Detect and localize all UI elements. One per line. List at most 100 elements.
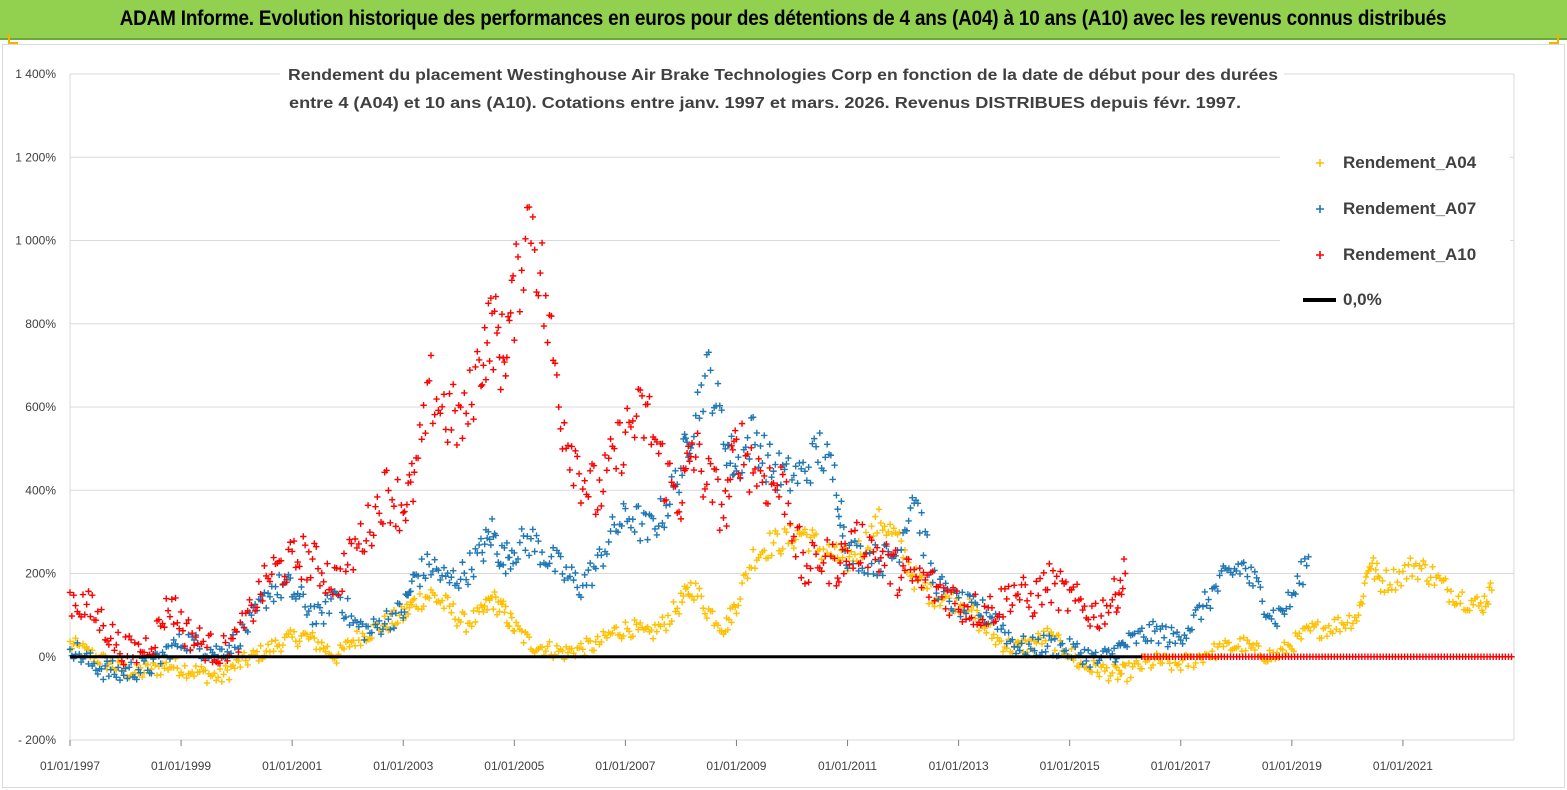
data-point xyxy=(1044,643,1051,650)
data-point xyxy=(1314,618,1321,626)
data-point xyxy=(257,591,264,598)
data-point xyxy=(127,659,135,666)
data-point xyxy=(174,643,181,650)
data-point xyxy=(1397,582,1405,589)
data-point xyxy=(89,592,96,599)
data-point xyxy=(562,643,570,651)
data-point xyxy=(1360,593,1367,600)
data-point xyxy=(705,455,712,462)
data-point xyxy=(870,548,877,556)
data-point xyxy=(296,563,303,570)
data-point xyxy=(1027,645,1035,653)
data-point xyxy=(668,473,675,481)
data-point xyxy=(873,572,881,579)
data-point xyxy=(211,669,218,677)
data-point xyxy=(809,440,816,447)
data-point xyxy=(400,614,407,622)
data-point xyxy=(811,435,818,442)
data-point xyxy=(729,471,736,479)
data-point xyxy=(1003,595,1010,603)
data-point xyxy=(1487,579,1494,587)
data-point xyxy=(281,573,288,580)
data-point xyxy=(1051,647,1059,654)
data-point xyxy=(770,479,777,487)
data-point xyxy=(1421,561,1429,569)
data-point xyxy=(587,637,594,645)
data-point xyxy=(1073,640,1081,647)
data-point xyxy=(559,647,566,655)
banner-corner-left xyxy=(8,34,18,44)
data-point xyxy=(1347,625,1355,632)
data-point xyxy=(468,623,475,630)
data-point xyxy=(651,525,659,533)
data-point xyxy=(518,525,525,533)
data-point xyxy=(1455,593,1462,600)
data-point xyxy=(990,631,997,638)
data-point xyxy=(538,548,546,556)
data-point xyxy=(716,526,723,534)
data-point xyxy=(422,575,429,582)
data-point xyxy=(196,624,203,632)
data-point xyxy=(1164,643,1172,650)
data-point xyxy=(983,609,990,616)
data-point xyxy=(1031,647,1038,654)
data-point xyxy=(1425,581,1433,588)
data-point xyxy=(801,580,809,587)
data-point xyxy=(290,591,298,598)
data-point xyxy=(457,618,464,626)
data-point xyxy=(1429,563,1436,571)
data-point xyxy=(775,449,783,457)
data-point xyxy=(451,615,459,623)
data-point xyxy=(277,557,285,564)
data-point xyxy=(792,463,799,470)
data-point xyxy=(1146,621,1153,628)
data-point xyxy=(424,551,431,558)
data-point xyxy=(1157,625,1164,633)
data-point xyxy=(1259,598,1266,605)
data-point xyxy=(1172,640,1179,647)
data-point xyxy=(322,648,329,655)
data-point xyxy=(1201,588,1209,596)
data-point xyxy=(480,362,487,369)
data-point xyxy=(692,453,699,461)
data-point xyxy=(649,515,657,522)
data-point xyxy=(407,588,414,595)
data-point xyxy=(553,371,561,379)
data-point xyxy=(1447,587,1455,595)
data-point xyxy=(720,514,727,522)
data-point xyxy=(870,570,877,578)
data-point xyxy=(1001,585,1009,593)
data-point xyxy=(1192,659,1199,667)
data-point xyxy=(548,553,555,560)
data-point xyxy=(612,465,620,472)
data-point xyxy=(638,520,646,528)
data-point xyxy=(525,552,533,559)
data-point xyxy=(1268,615,1275,623)
data-point xyxy=(1055,606,1062,614)
data-point xyxy=(962,616,970,623)
data-point xyxy=(1346,612,1353,619)
data-point xyxy=(263,604,270,612)
data-point xyxy=(77,613,85,621)
data-point xyxy=(512,240,520,248)
data-point xyxy=(596,545,603,553)
data-point xyxy=(501,609,508,616)
data-point xyxy=(811,542,818,549)
data-point xyxy=(736,595,744,603)
data-point xyxy=(812,530,820,538)
data-point xyxy=(159,620,166,627)
data-point xyxy=(1216,640,1223,648)
data-point xyxy=(849,564,857,572)
x-tick-label: 01/01/2007 xyxy=(595,759,655,773)
data-point xyxy=(805,579,812,586)
data-point xyxy=(699,605,707,612)
data-point xyxy=(938,573,946,580)
data-point xyxy=(313,620,320,627)
series-rendement-a10 xyxy=(66,203,1515,668)
data-point xyxy=(812,443,820,450)
data-point xyxy=(1092,600,1099,607)
data-point xyxy=(653,628,661,635)
data-point xyxy=(1133,657,1140,665)
data-point xyxy=(1379,577,1386,585)
data-point xyxy=(827,553,835,560)
